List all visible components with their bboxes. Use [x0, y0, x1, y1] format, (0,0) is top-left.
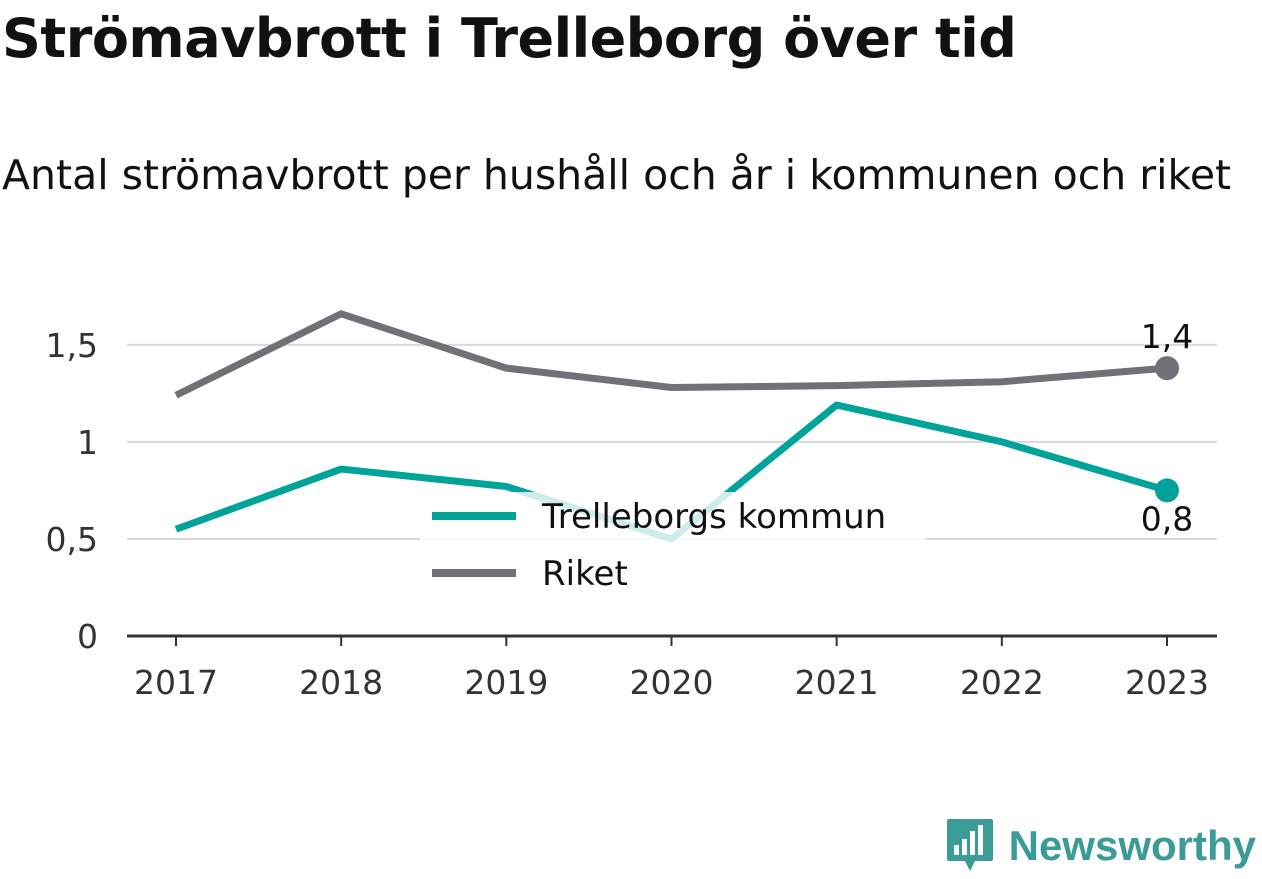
- x-tick-label: 2019: [464, 663, 548, 702]
- chart-subtitle: Antal strömavbrott per hushåll och år i …: [2, 151, 1232, 199]
- legend-label-riket: Riket: [542, 554, 628, 594]
- newsworthy-logo-icon: [946, 819, 993, 871]
- chart-title: Strömavbrott i Trelleborg över tid: [2, 7, 1017, 70]
- y-tick-label: 1,5: [46, 326, 98, 365]
- x-tick-label: 2020: [630, 663, 714, 702]
- y-tick-label: 1: [77, 423, 98, 462]
- end-label-kommun: 0,8: [1141, 499, 1193, 538]
- y-tick-label: 0,5: [46, 520, 98, 559]
- legend-label-kommun: Trelleborgs kommun: [541, 497, 886, 537]
- series-line-riket: [174, 310, 1168, 399]
- end-point-kommun: [1155, 478, 1179, 503]
- x-tick-label: 2023: [1125, 663, 1209, 702]
- grid-layer: 0 0,5 1 1,5 2017 2018 2019 2020 2021 2022 2023: [46, 326, 1217, 702]
- brand-logo: Newsworthy: [945, 817, 1256, 875]
- x-tick-label: 2022: [960, 663, 1044, 702]
- legend: Trelleborgs kommun Riket: [420, 492, 926, 594]
- brand-name: Newsworthy: [1008, 822, 1256, 869]
- label-layer: 1,4 0,8: [1141, 317, 1193, 538]
- x-tick-label: 2017: [134, 663, 218, 702]
- end-point-riket: [1155, 356, 1179, 381]
- end-label-riket: 1,4: [1141, 317, 1193, 356]
- x-tick-label: 2018: [299, 663, 383, 702]
- x-tick-label: 2021: [795, 663, 879, 702]
- legend-backdrop: [420, 492, 926, 554]
- y-tick-label: 0: [77, 617, 98, 656]
